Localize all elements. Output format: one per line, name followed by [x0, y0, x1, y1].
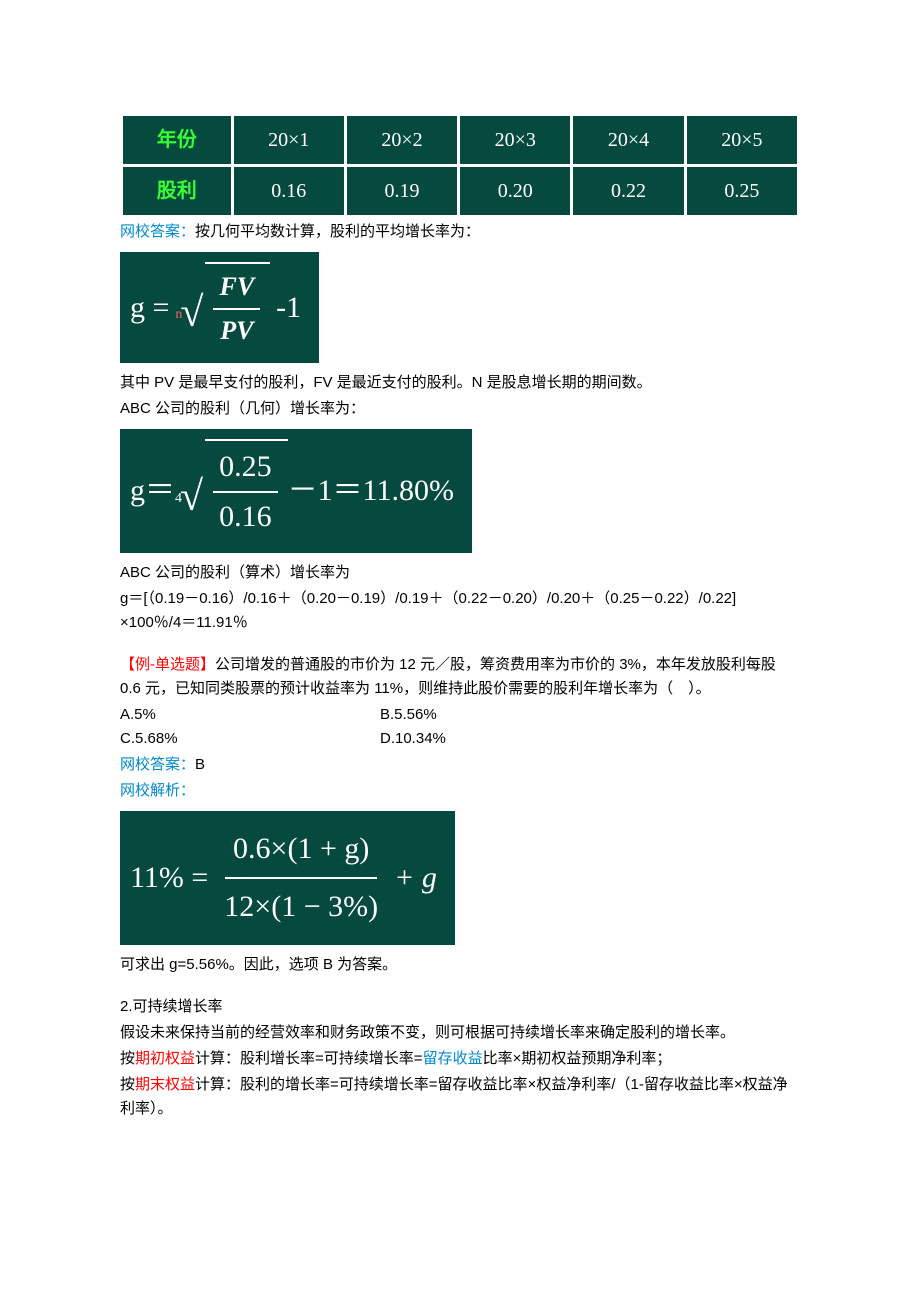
explanation-paragraph: 其中 PV 是最早支付的股利，FV 是最近支付的股利。N 是股息增长期的期间数。: [120, 371, 800, 395]
section-paragraph: 按期末权益计算：股利的增长率=可持续增长率=留存收益比率×权益净利率/（1-留存…: [120, 1073, 800, 1121]
option-b: B.5.56%: [380, 703, 640, 727]
explanation-paragraph: ABC 公司的股利（算术）增长率为: [120, 561, 800, 585]
formula-geometric-growth: g = n √ FV PV -1: [120, 252, 319, 363]
answer-line: 网校答案：B: [120, 753, 800, 777]
formula-tail: －1＝11.80%: [288, 467, 454, 515]
year-header: 年份: [123, 116, 231, 164]
year-cell: 20×2: [347, 116, 457, 164]
formula-numerator: 0.6×(1 + g): [225, 821, 377, 879]
formula-lhs: g＝: [130, 467, 175, 515]
text-fragment: 比率×期初权益预期净利率；: [483, 1050, 672, 1067]
year-cell: 20×3: [460, 116, 570, 164]
text-fragment: 按: [120, 1076, 135, 1093]
dividend-cell: 0.16: [234, 167, 344, 215]
conclusion-paragraph: 可求出 g=5.56%。因此，选项 B 为答案。: [120, 953, 800, 977]
answer-text: 按几何平均数计算，股利的平均增长率为：: [195, 223, 480, 240]
text-fragment: 按: [120, 1050, 135, 1067]
formula-denominator: 0.16: [213, 493, 278, 541]
dividend-table: 年份 20×1 20×2 20×3 20×4 20×5 股利 0.16 0.19…: [120, 113, 800, 218]
analysis-label: 网校解析：: [120, 779, 800, 803]
text-fragment: 计算：股利的增长率=可持续增长率=留存收益比率×权益净利率/（1-留存收益比率×…: [120, 1076, 788, 1117]
formula-numerator: 0.25: [213, 443, 278, 493]
question-tag: 【例-单选题】: [120, 656, 215, 673]
question-body: 公司增发的普通股的市价为 12 元／股，筹资费用率为市价的 3%，本年发放股利每…: [120, 656, 776, 697]
option-row: A.5% B.5.56%: [120, 703, 800, 727]
formula-abc-geometric: g＝ 4 √ 0.25 0.16 －1＝11.80%: [120, 429, 472, 553]
dividend-cell: 0.22: [573, 167, 683, 215]
question-text: 【例-单选题】公司增发的普通股的市价为 12 元／股，筹资费用率为市价的 3%，…: [120, 653, 800, 701]
formula-lhs: g =: [130, 284, 169, 332]
section-paragraph: 假设未来保持当前的经营效率和财务政策不变，则可根据可持续增长率来确定股利的增长率…: [120, 1021, 800, 1045]
section-title: 2.可持续增长率: [120, 995, 800, 1019]
answer-label: 网校答案：: [120, 223, 195, 240]
formula-tail: + g: [394, 854, 437, 902]
option-d: D.10.34%: [380, 727, 640, 751]
formula-denominator: PV: [214, 310, 259, 352]
highlight-blue: 留存收益: [423, 1050, 483, 1067]
document-page: 年份 20×1 20×2 20×3 20×4 20×5 股利 0.16 0.19…: [0, 0, 920, 1203]
radical-icon: √: [180, 301, 203, 326]
formula-lhs: 11% =: [130, 854, 208, 902]
answer-value: B: [195, 756, 205, 773]
year-cell: 20×5: [687, 116, 797, 164]
formula-tail: -1: [276, 284, 301, 332]
answer-line: 网校答案：按几何平均数计算，股利的平均增长率为：: [120, 220, 800, 244]
formula-numerator: FV: [213, 266, 260, 310]
option-c: C.5.68%: [120, 727, 380, 751]
highlight-red: 期初权益: [135, 1050, 195, 1067]
option-row: C.5.68% D.10.34%: [120, 727, 800, 751]
formula-denominator: 12×(1 − 3%): [216, 879, 386, 935]
dividend-cell: 0.25: [687, 167, 797, 215]
table-header-row: 年份 20×1 20×2 20×3 20×4 20×5: [123, 116, 797, 164]
radical-icon: √: [180, 485, 203, 510]
table-data-row: 股利 0.16 0.19 0.20 0.22 0.25: [123, 167, 797, 215]
year-cell: 20×4: [573, 116, 683, 164]
option-a: A.5%: [120, 703, 380, 727]
section-paragraph: 按期初权益计算：股利增长率=可持续增长率=留存收益比率×期初权益预期净利率；: [120, 1047, 800, 1071]
dividend-cell: 0.20: [460, 167, 570, 215]
answer-label: 网校答案：: [120, 756, 195, 773]
explanation-paragraph: ABC 公司的股利（几何）增长率为：: [120, 397, 800, 421]
text-fragment: 计算：股利增长率=可持续增长率=: [195, 1050, 423, 1067]
year-cell: 20×1: [234, 116, 344, 164]
formula-growth-rate-equation: 11% = 0.6×(1 + g) 12×(1 − 3%) + g: [120, 811, 455, 945]
highlight-red: 期末权益: [135, 1076, 195, 1093]
dividend-header: 股利: [123, 167, 231, 215]
calculation-line: g＝[（0.19－0.16）/0.16＋（0.20－0.19）/0.19＋（0.…: [120, 587, 800, 635]
dividend-cell: 0.19: [347, 167, 457, 215]
